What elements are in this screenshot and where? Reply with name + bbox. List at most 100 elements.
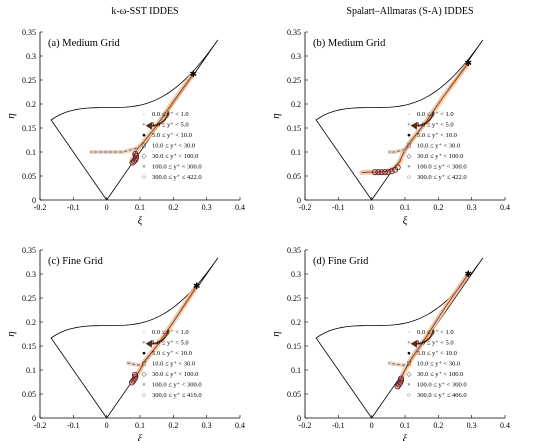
x-tick-label: 0.3 bbox=[467, 421, 477, 430]
x-tick-label: 0.1 bbox=[400, 203, 410, 212]
legend-marker: ● bbox=[407, 350, 411, 357]
y-tick-label: 0.15 bbox=[22, 124, 36, 133]
chart-panel-2: -0.2 -0.1 0 0.1 0.2 0.3 0.4 0 0.05 0.1 0.15 0.2 0.25… bbox=[5, 246, 245, 441]
branch-dashed bbox=[388, 149, 406, 153]
y-tick-label: 0.2 bbox=[291, 318, 301, 327]
legend-entry: 30.0 ≤ y⁺ < 100.0 bbox=[417, 371, 463, 378]
y-tick-label: 0.15 bbox=[287, 342, 301, 351]
y-axis-label: η bbox=[5, 331, 17, 336]
legend-entry: 1.0 ≤ y⁺ < 5.0 bbox=[417, 340, 454, 347]
x-tick-label: 0 bbox=[370, 421, 374, 430]
legend-marker: ○ bbox=[142, 392, 146, 399]
arrow-head bbox=[410, 121, 418, 130]
legend-marker: · bbox=[143, 111, 145, 118]
y-tick-label: 0.25 bbox=[22, 76, 36, 85]
y-tick-label: 0.15 bbox=[287, 124, 301, 133]
data-point bbox=[378, 169, 385, 176]
branch-dashed bbox=[126, 362, 141, 366]
y-tick-label: 0.2 bbox=[26, 100, 36, 109]
x-tick-label: 0.4 bbox=[500, 421, 510, 430]
legend-marker: □ bbox=[142, 361, 146, 368]
column-title-left: k-ω-SST IDDES bbox=[111, 6, 178, 17]
data-point bbox=[388, 168, 395, 175]
star-marker: ✱ bbox=[465, 58, 473, 68]
data-point bbox=[391, 166, 399, 173]
panel-title: (c) Fine Grid bbox=[48, 256, 104, 267]
column-title-right: Spalart–Allmaras (S-A) IDDES bbox=[346, 6, 473, 17]
y-tick-label: 0.35 bbox=[22, 28, 36, 37]
legend-marker: · bbox=[408, 329, 410, 336]
legend-entry: 5.0 ≤ y⁺ < 10.0 bbox=[152, 350, 192, 357]
panel-title: (a) Medium Grid bbox=[48, 38, 120, 49]
y-tick-label: 0 bbox=[32, 196, 36, 205]
data-point bbox=[130, 158, 138, 165]
y-tick-label: 0.2 bbox=[291, 100, 301, 109]
legend-marker: ◇ bbox=[142, 153, 147, 160]
legend-entry: 1.0 ≤ y⁺ < 5.0 bbox=[152, 340, 189, 347]
trajectory-dashed bbox=[361, 63, 469, 173]
legend-marker: · bbox=[408, 111, 410, 118]
y-axis-label: η bbox=[270, 331, 282, 336]
branch-dashed bbox=[388, 362, 406, 366]
y-tick-label: 0.05 bbox=[22, 172, 36, 181]
y-axis-label: η bbox=[270, 113, 282, 118]
legend-entry: 30.0 ≤ y⁺ < 100.0 bbox=[417, 153, 463, 160]
data-point bbox=[375, 169, 382, 176]
data-point bbox=[132, 154, 140, 161]
arrow-head bbox=[145, 339, 153, 348]
chart-panel-1: -0.2 -0.1 0 0.1 0.2 0.3 0.4 0 0.05 0.1 0.15 0.2 0.25… bbox=[270, 28, 510, 227]
x-tick-label: 0.4 bbox=[235, 203, 245, 212]
legend-marker: × bbox=[407, 382, 411, 389]
legend-marker: ○ bbox=[142, 174, 146, 181]
y-tick-label: 0.35 bbox=[287, 28, 301, 37]
x-tick-label: 0 bbox=[105, 421, 109, 430]
legend-marker: ○ bbox=[407, 392, 411, 399]
legend-marker: + bbox=[407, 340, 411, 347]
legend-marker: □ bbox=[407, 143, 411, 150]
x-tick-label: -0.2 bbox=[299, 203, 312, 212]
legend-entry: 300.0 ≤ y⁺ ≤ 422.0 bbox=[152, 174, 202, 181]
y-tick-label: 0.1 bbox=[291, 148, 301, 157]
y-tick-label: 0.25 bbox=[287, 294, 301, 303]
x-tick-label: -0.1 bbox=[67, 421, 80, 430]
y-tick-label: 0 bbox=[297, 414, 301, 423]
legend-marker: + bbox=[142, 122, 146, 129]
legend-marker: ● bbox=[142, 350, 146, 357]
x-tick-label: 0 bbox=[370, 203, 374, 212]
y-tick-label: 0.05 bbox=[22, 390, 36, 399]
y-tick-label: 0.2 bbox=[26, 318, 36, 327]
x-tick-label: 0.1 bbox=[135, 203, 145, 212]
y-tick-label: 0.1 bbox=[26, 366, 36, 375]
chart-panel-0: -0.2 -0.1 0 0.1 0.2 0.3 0.4 0 0.05 0.1 0.15 0.2 0.25… bbox=[5, 28, 245, 227]
y-tick-label: 0.3 bbox=[291, 270, 301, 279]
data-point bbox=[131, 371, 139, 378]
x-tick-label: 0.3 bbox=[202, 203, 212, 212]
legend-marker: + bbox=[142, 340, 146, 347]
legend-entry: 0.0 ≤ y⁺ < 1.0 bbox=[417, 111, 454, 118]
x-axis-label: ξ bbox=[403, 215, 408, 227]
x-tick-label: -0.2 bbox=[34, 203, 47, 212]
legend-entry: 30.0 ≤ y⁺ < 100.0 bbox=[152, 371, 198, 378]
legend-entry: 100.0 ≤ y⁺ < 300.0 bbox=[417, 382, 467, 389]
x-tick-label: -0.2 bbox=[299, 421, 312, 430]
legend-entry: 5.0 ≤ y⁺ < 10.0 bbox=[417, 132, 457, 139]
legend-marker: ● bbox=[407, 132, 411, 139]
legend-marker: ◇ bbox=[407, 371, 412, 378]
x-tick-label: -0.1 bbox=[332, 203, 345, 212]
legend-entry: 300.0 ≤ y⁺ ≤ 422.0 bbox=[417, 174, 467, 181]
branch-dashed bbox=[90, 147, 137, 153]
legend-entry: 100.0 ≤ y⁺ < 300.0 bbox=[152, 164, 202, 171]
chart-panel-3: -0.2 -0.1 0 0.1 0.2 0.3 0.4 0 0.05 0.1 0.15 0.2 0.25… bbox=[270, 246, 510, 441]
legend-marker: ● bbox=[142, 132, 146, 139]
trajectory-dashed bbox=[397, 273, 469, 387]
y-tick-label: 0.35 bbox=[22, 246, 36, 255]
data-point bbox=[371, 169, 379, 176]
y-tick-label: 0.05 bbox=[287, 390, 301, 399]
y-tick-label: 0.1 bbox=[26, 148, 36, 157]
star-marker: ✱ bbox=[465, 269, 473, 279]
data-point bbox=[397, 377, 405, 384]
legend-marker: □ bbox=[407, 361, 411, 368]
legend-entry: 10.0 ≤ y⁺ < 30.0 bbox=[152, 361, 195, 368]
x-tick-label: 0 bbox=[105, 203, 109, 212]
x-tick-label: 0.2 bbox=[433, 421, 443, 430]
